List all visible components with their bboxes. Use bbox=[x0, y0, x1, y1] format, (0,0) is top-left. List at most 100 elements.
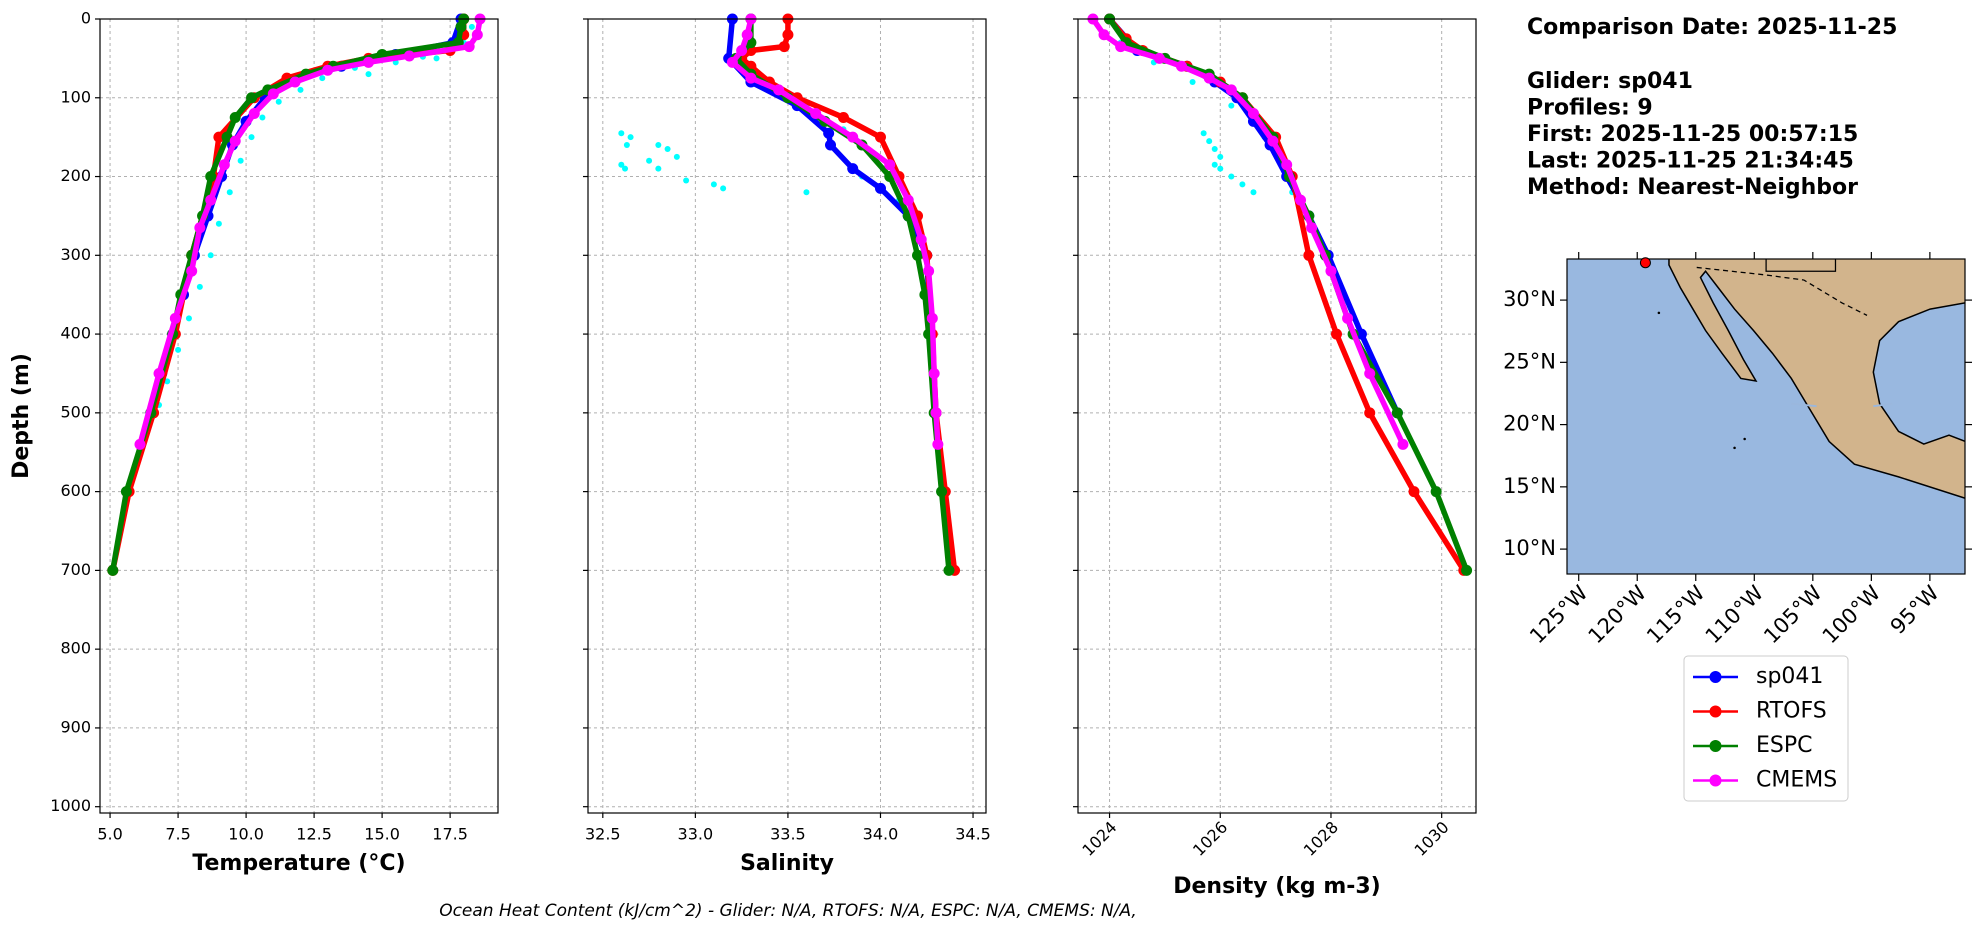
profile-marker bbox=[1331, 328, 1343, 340]
profile-marker bbox=[1364, 367, 1376, 379]
profile-line bbox=[110, 18, 467, 571]
profile-point bbox=[259, 114, 266, 121]
x-tick-label: 17.5 bbox=[432, 825, 468, 844]
profile-marker bbox=[928, 367, 940, 379]
profile-marker bbox=[926, 312, 938, 324]
profile-marker bbox=[1281, 159, 1293, 171]
profile-marker bbox=[107, 564, 119, 576]
axes-frame bbox=[587, 18, 987, 814]
x-tick-label: 34.5 bbox=[955, 825, 991, 844]
profile-marker bbox=[186, 265, 198, 277]
profile-point bbox=[627, 134, 634, 141]
profile-marker bbox=[782, 29, 794, 41]
profile-marker bbox=[246, 92, 258, 104]
x-axis-label: Density (kg m-3) bbox=[1173, 874, 1381, 899]
glider-location bbox=[1639, 257, 1651, 269]
map-x-tick-label: 105°W bbox=[1759, 581, 1827, 649]
profile-marker bbox=[322, 64, 334, 76]
profile-marker bbox=[1397, 438, 1409, 450]
info-line: First: 2025-11-25 00:57:15 bbox=[1527, 122, 1858, 147]
profile-point bbox=[275, 98, 282, 105]
profile-marker bbox=[1225, 84, 1237, 96]
info-line: Glider: sp041 bbox=[1527, 69, 1693, 94]
y-tick-label: 1000 bbox=[50, 796, 91, 815]
profile-marker bbox=[874, 131, 886, 143]
profile-marker bbox=[902, 194, 914, 206]
info-line: Last: 2025-11-25 21:34:45 bbox=[1527, 149, 1854, 174]
y-tick-label: 700 bbox=[60, 560, 91, 579]
x-tick-label: 1024 bbox=[1078, 818, 1120, 860]
profile-marker bbox=[229, 111, 241, 123]
legend-label: CMEMS bbox=[1756, 768, 1837, 793]
x-tick-label: 1028 bbox=[1300, 818, 1342, 860]
map-frame bbox=[1566, 258, 1966, 575]
profile-marker bbox=[823, 127, 835, 139]
profile-marker bbox=[169, 312, 181, 324]
profile-point bbox=[207, 252, 214, 259]
legend-marker bbox=[1709, 671, 1722, 683]
profile-marker bbox=[1203, 72, 1215, 84]
profile-point bbox=[1200, 130, 1207, 137]
profile-point bbox=[1228, 173, 1235, 180]
map-y-tick-label: 30°N bbox=[1503, 287, 1556, 311]
x-tick-label: 5.0 bbox=[97, 825, 122, 844]
legend-box bbox=[1683, 655, 1849, 802]
y-tick-label: 300 bbox=[60, 245, 91, 264]
profile-marker bbox=[810, 108, 822, 120]
profile-marker bbox=[726, 56, 738, 68]
profile-point bbox=[1239, 181, 1246, 188]
profile-marker bbox=[874, 182, 886, 194]
map-y-tick-label: 10°N bbox=[1503, 536, 1556, 560]
profile-marker bbox=[1303, 249, 1315, 261]
profile-point bbox=[433, 55, 440, 62]
x-tick-label: 10.0 bbox=[228, 825, 264, 844]
profile-point bbox=[215, 220, 222, 227]
profile-line bbox=[733, 19, 952, 571]
profile-marker bbox=[1295, 194, 1307, 206]
profile-marker bbox=[1342, 312, 1354, 324]
x-axis-label: Salinity bbox=[740, 851, 834, 876]
profile-marker bbox=[205, 194, 217, 206]
profile-marker bbox=[825, 139, 837, 151]
y-tick-label: 400 bbox=[60, 324, 91, 343]
profile-marker bbox=[884, 159, 896, 171]
profile-marker bbox=[915, 234, 927, 246]
profile-marker bbox=[403, 50, 415, 62]
profile-marker bbox=[1391, 407, 1403, 419]
profile-point bbox=[185, 315, 192, 322]
map-y-tick-label: 15°N bbox=[1503, 474, 1556, 498]
profile-point bbox=[196, 283, 203, 290]
profile-point bbox=[720, 185, 727, 192]
profile-marker bbox=[1098, 29, 1110, 41]
profile-marker bbox=[221, 131, 233, 143]
map-y-tick-label: 25°N bbox=[1503, 349, 1556, 373]
profile-marker bbox=[455, 21, 467, 33]
profile-point bbox=[1211, 161, 1218, 168]
profile-line bbox=[729, 18, 941, 445]
profile-point bbox=[297, 86, 304, 93]
y-axis-label: Depth (m) bbox=[9, 353, 34, 479]
axes-frame bbox=[1077, 18, 1477, 814]
profile-point bbox=[618, 161, 625, 168]
y-tick-label: 500 bbox=[60, 402, 91, 421]
profile-marker bbox=[289, 76, 301, 88]
profile-point bbox=[164, 378, 171, 385]
profile-point bbox=[1250, 189, 1257, 196]
profile-point bbox=[710, 181, 717, 188]
y-tick-label: 800 bbox=[60, 639, 91, 658]
profile-point bbox=[468, 23, 475, 30]
profile-point bbox=[622, 165, 629, 172]
profile-marker bbox=[1408, 486, 1420, 498]
profile-point bbox=[623, 142, 630, 149]
profile-point bbox=[683, 177, 690, 184]
profile-point bbox=[365, 71, 372, 78]
x-tick-label: 7.5 bbox=[165, 825, 190, 844]
profile-line bbox=[137, 18, 483, 446]
profile-marker bbox=[745, 72, 757, 84]
profile-marker bbox=[267, 88, 279, 100]
map-x-tick-label: 120°W bbox=[1584, 581, 1652, 649]
y-tick-label: 200 bbox=[60, 166, 91, 185]
map-x-tick-label: 125°W bbox=[1525, 581, 1593, 649]
x-tick-label: 33.5 bbox=[770, 825, 806, 844]
y-tick-label: 0 bbox=[81, 9, 91, 28]
